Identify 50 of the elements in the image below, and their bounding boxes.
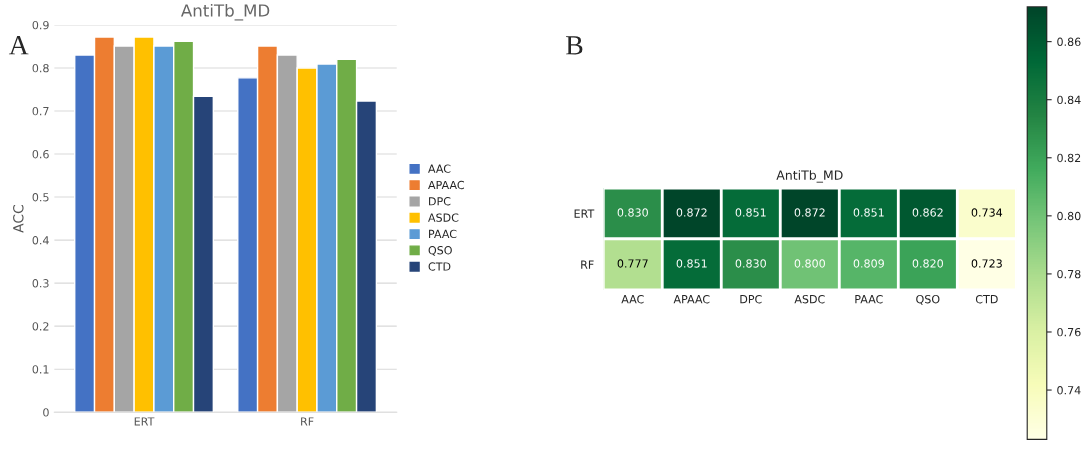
- data-label: 0.851: [735, 208, 766, 217]
- color-bar-label: 0.82: [1057, 153, 1081, 163]
- data-label: 0.809: [853, 259, 884, 268]
- y-tick-label: 0.1: [32, 365, 49, 374]
- x-tick-label: QSO: [916, 294, 940, 305]
- color-bar-label: 0.84: [1057, 95, 1081, 105]
- legend-label: PAAC: [429, 229, 457, 239]
- x-tick-label: APAAC: [673, 294, 710, 304]
- legend-label: AAC: [428, 164, 451, 173]
- color-bar-label: 0.74: [1057, 386, 1081, 395]
- data-label: 0.820: [912, 259, 943, 268]
- color-bar-label: 0.78: [1057, 269, 1081, 279]
- y-tick-label: 0.6: [32, 149, 49, 159]
- x-tick-label: PAAC: [855, 294, 883, 304]
- color-bar-label: 0.80: [1057, 211, 1081, 221]
- data-label: 0.862: [912, 208, 943, 217]
- y-tick-label: 0: [43, 408, 49, 417]
- chart-title: AntiTb_MD: [180, 3, 270, 21]
- legend-label: QSO: [428, 246, 452, 256]
- data-label: 0.800: [794, 259, 825, 268]
- data-label: 0.872: [794, 208, 825, 217]
- y-axis-title: ACC: [13, 205, 24, 233]
- chart-title: AntiTb_MD: [776, 170, 843, 183]
- legend-label: DPC: [429, 197, 451, 206]
- y-tick-label: 0.5: [32, 193, 49, 202]
- data-label: 0.851: [676, 259, 707, 268]
- text: A: [8, 36, 29, 55]
- x-tick-label: AAC: [621, 294, 644, 304]
- x-tick-label: ASDC: [794, 294, 825, 304]
- data-label: 0.777: [617, 259, 648, 268]
- legend-label: ASDC: [428, 213, 459, 222]
- data-label: 0.851: [853, 208, 884, 217]
- x-tick-label: DPC: [740, 294, 762, 304]
- x-tick-label: CTD: [975, 294, 998, 304]
- y-tick-label: 0.7: [32, 106, 49, 116]
- legend-label: CTD: [428, 262, 451, 271]
- data-label: 0.723: [971, 259, 1002, 268]
- y-tick-label: 0.8: [32, 63, 49, 73]
- text: B: [566, 36, 583, 55]
- y-tick-label: 0.2: [32, 322, 49, 331]
- y-tick-label: 0.3: [32, 279, 49, 288]
- data-label: 0.872: [676, 208, 707, 217]
- data-label: 0.830: [617, 208, 648, 217]
- y-tick-label: 0.4: [32, 236, 49, 245]
- y-tick-label: 0.9: [32, 20, 49, 30]
- color-bar-label: 0.76: [1057, 327, 1081, 337]
- color-bar-label: 0.86: [1057, 37, 1081, 47]
- data-label: 0.734: [971, 208, 1003, 217]
- data-label: 0.830: [735, 259, 766, 268]
- legend-label: APAAC: [428, 180, 465, 190]
